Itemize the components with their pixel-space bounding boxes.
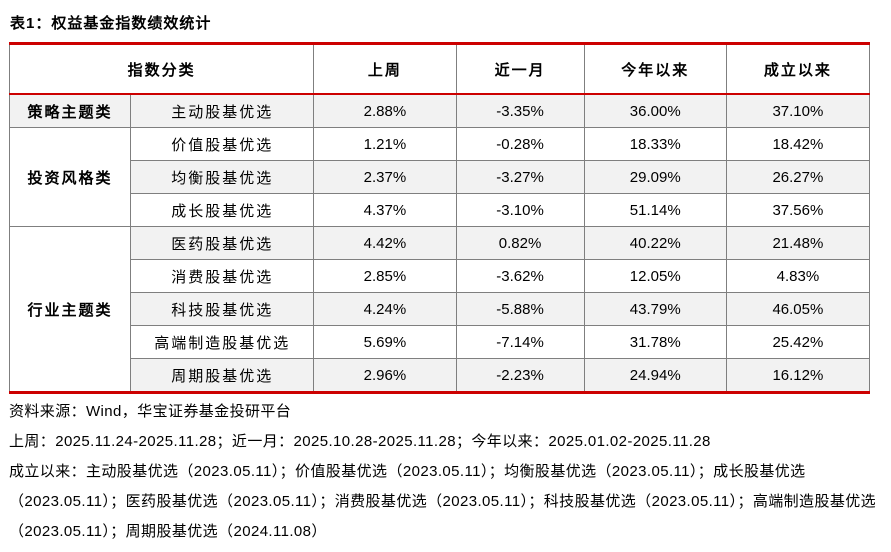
fund-name-cell: 成长股基优选: [130, 193, 315, 227]
table-row: 科技股基优选 4.24% -5.88% 43.79% 46.05%: [10, 292, 871, 326]
value-cell: -2.23%: [455, 358, 585, 393]
table-row: 行业主题类 医药股基优选 4.42% 0.82% 40.22% 21.48%: [8, 226, 871, 393]
value-cell: -7.14%: [455, 325, 585, 359]
value-cell: 2.37%: [313, 160, 457, 194]
value-cell: 4.42%: [313, 226, 457, 260]
category-cell-style: 投资风格类: [8, 127, 132, 227]
inception-note: 成立以来：主动股基优选（2023.05.11）；价值股基优选（2023.05.1…: [9, 463, 877, 540]
category-cell-strategy: 策略主题类: [8, 93, 132, 128]
page-title: 表1：权益基金指数绩效统计: [10, 15, 212, 32]
value-cell: 43.79%: [583, 292, 727, 326]
value-cell: 16.12%: [725, 358, 871, 393]
value-cell: -3.27%: [455, 160, 585, 194]
fund-name-cell: 高端制造股基优选: [130, 325, 315, 359]
fund-name-cell: 主动股基优选: [130, 93, 315, 128]
value-cell: 40.22%: [583, 226, 727, 260]
fund-name-cell: 周期股基优选: [130, 358, 315, 393]
header-cell-classification: 指数分类: [8, 43, 315, 95]
value-cell: 37.10%: [725, 93, 871, 128]
value-cell: 21.48%: [725, 226, 871, 260]
value-cell: 51.14%: [583, 193, 727, 227]
performance-table: 指数分类 上周 近一月 今年以来 成立以来 策略主题类 主动股基优选 2.88%…: [8, 42, 871, 394]
value-cell: 2.85%: [313, 259, 457, 293]
value-cell: 0.82%: [455, 226, 585, 260]
fund-name-cell: 消费股基优选: [130, 259, 315, 293]
value-cell: 5.69%: [313, 325, 457, 359]
value-cell: -0.28%: [455, 127, 585, 161]
value-cell: 24.94%: [583, 358, 727, 393]
table-row: 周期股基优选 2.96% -2.23% 24.94% 16.12%: [10, 358, 871, 393]
table-row: 消费股基优选 2.85% -3.62% 12.05% 4.83%: [10, 259, 871, 293]
table-row: 投资风格类 价值股基优选 1.21% -0.28% 18.33% 18.42%: [8, 127, 871, 227]
value-cell: 46.05%: [725, 292, 871, 326]
header-cell-inception: 成立以来: [725, 43, 871, 95]
value-cell: -3.10%: [455, 193, 585, 227]
value-cell: 4.24%: [313, 292, 457, 326]
table-row: 高端制造股基优选 5.69% -7.14% 31.78% 25.42%: [10, 325, 871, 359]
value-cell: 2.88%: [313, 93, 457, 128]
value-cell: 26.27%: [725, 160, 871, 194]
category-cell-industry: 行业主题类: [8, 226, 132, 393]
header-cell-ytd: 今年以来: [583, 43, 727, 95]
value-cell: 4.83%: [725, 259, 871, 293]
value-cell: 25.42%: [725, 325, 871, 359]
value-cell: 12.05%: [583, 259, 727, 293]
fund-name-cell: 价值股基优选: [130, 127, 315, 161]
period-note: 上周：2025.11.24-2025.11.28；近一月：2025.10.28-…: [9, 433, 711, 450]
header-cell-last-month: 近一月: [455, 43, 585, 95]
value-cell: 18.33%: [583, 127, 727, 161]
value-cell: 18.42%: [725, 127, 871, 161]
fund-name-cell: 均衡股基优选: [130, 160, 315, 194]
table-footnotes: 资料来源：Wind，华宝证券基金投研平台 上周：2025.11.24-2025.…: [9, 397, 882, 547]
value-cell: 31.78%: [583, 325, 727, 359]
header-cell-last-week: 上周: [313, 43, 457, 95]
value-cell: 36.00%: [583, 93, 727, 128]
value-cell: 37.56%: [725, 193, 871, 227]
value-cell: 2.96%: [313, 358, 457, 393]
value-cell: -3.62%: [455, 259, 585, 293]
table-row: 策略主题类 主动股基优选 2.88% -3.35% 36.00% 37.10%: [8, 93, 871, 128]
table-row: 成长股基优选 4.37% -3.10% 51.14% 37.56%: [10, 193, 871, 227]
value-cell: -5.88%: [455, 292, 585, 326]
fund-name-cell: 科技股基优选: [130, 292, 315, 326]
fund-name-cell: 医药股基优选: [130, 226, 315, 260]
value-cell: 29.09%: [583, 160, 727, 194]
value-cell: 1.21%: [313, 127, 457, 161]
header-row: 指数分类 上周 近一月 今年以来 成立以来: [8, 43, 871, 95]
value-cell: -3.35%: [455, 93, 585, 128]
value-cell: 4.37%: [313, 193, 457, 227]
table-row: 均衡股基优选 2.37% -3.27% 29.09% 26.27%: [10, 160, 871, 194]
source-note: 资料来源：Wind，华宝证券基金投研平台: [9, 403, 292, 420]
